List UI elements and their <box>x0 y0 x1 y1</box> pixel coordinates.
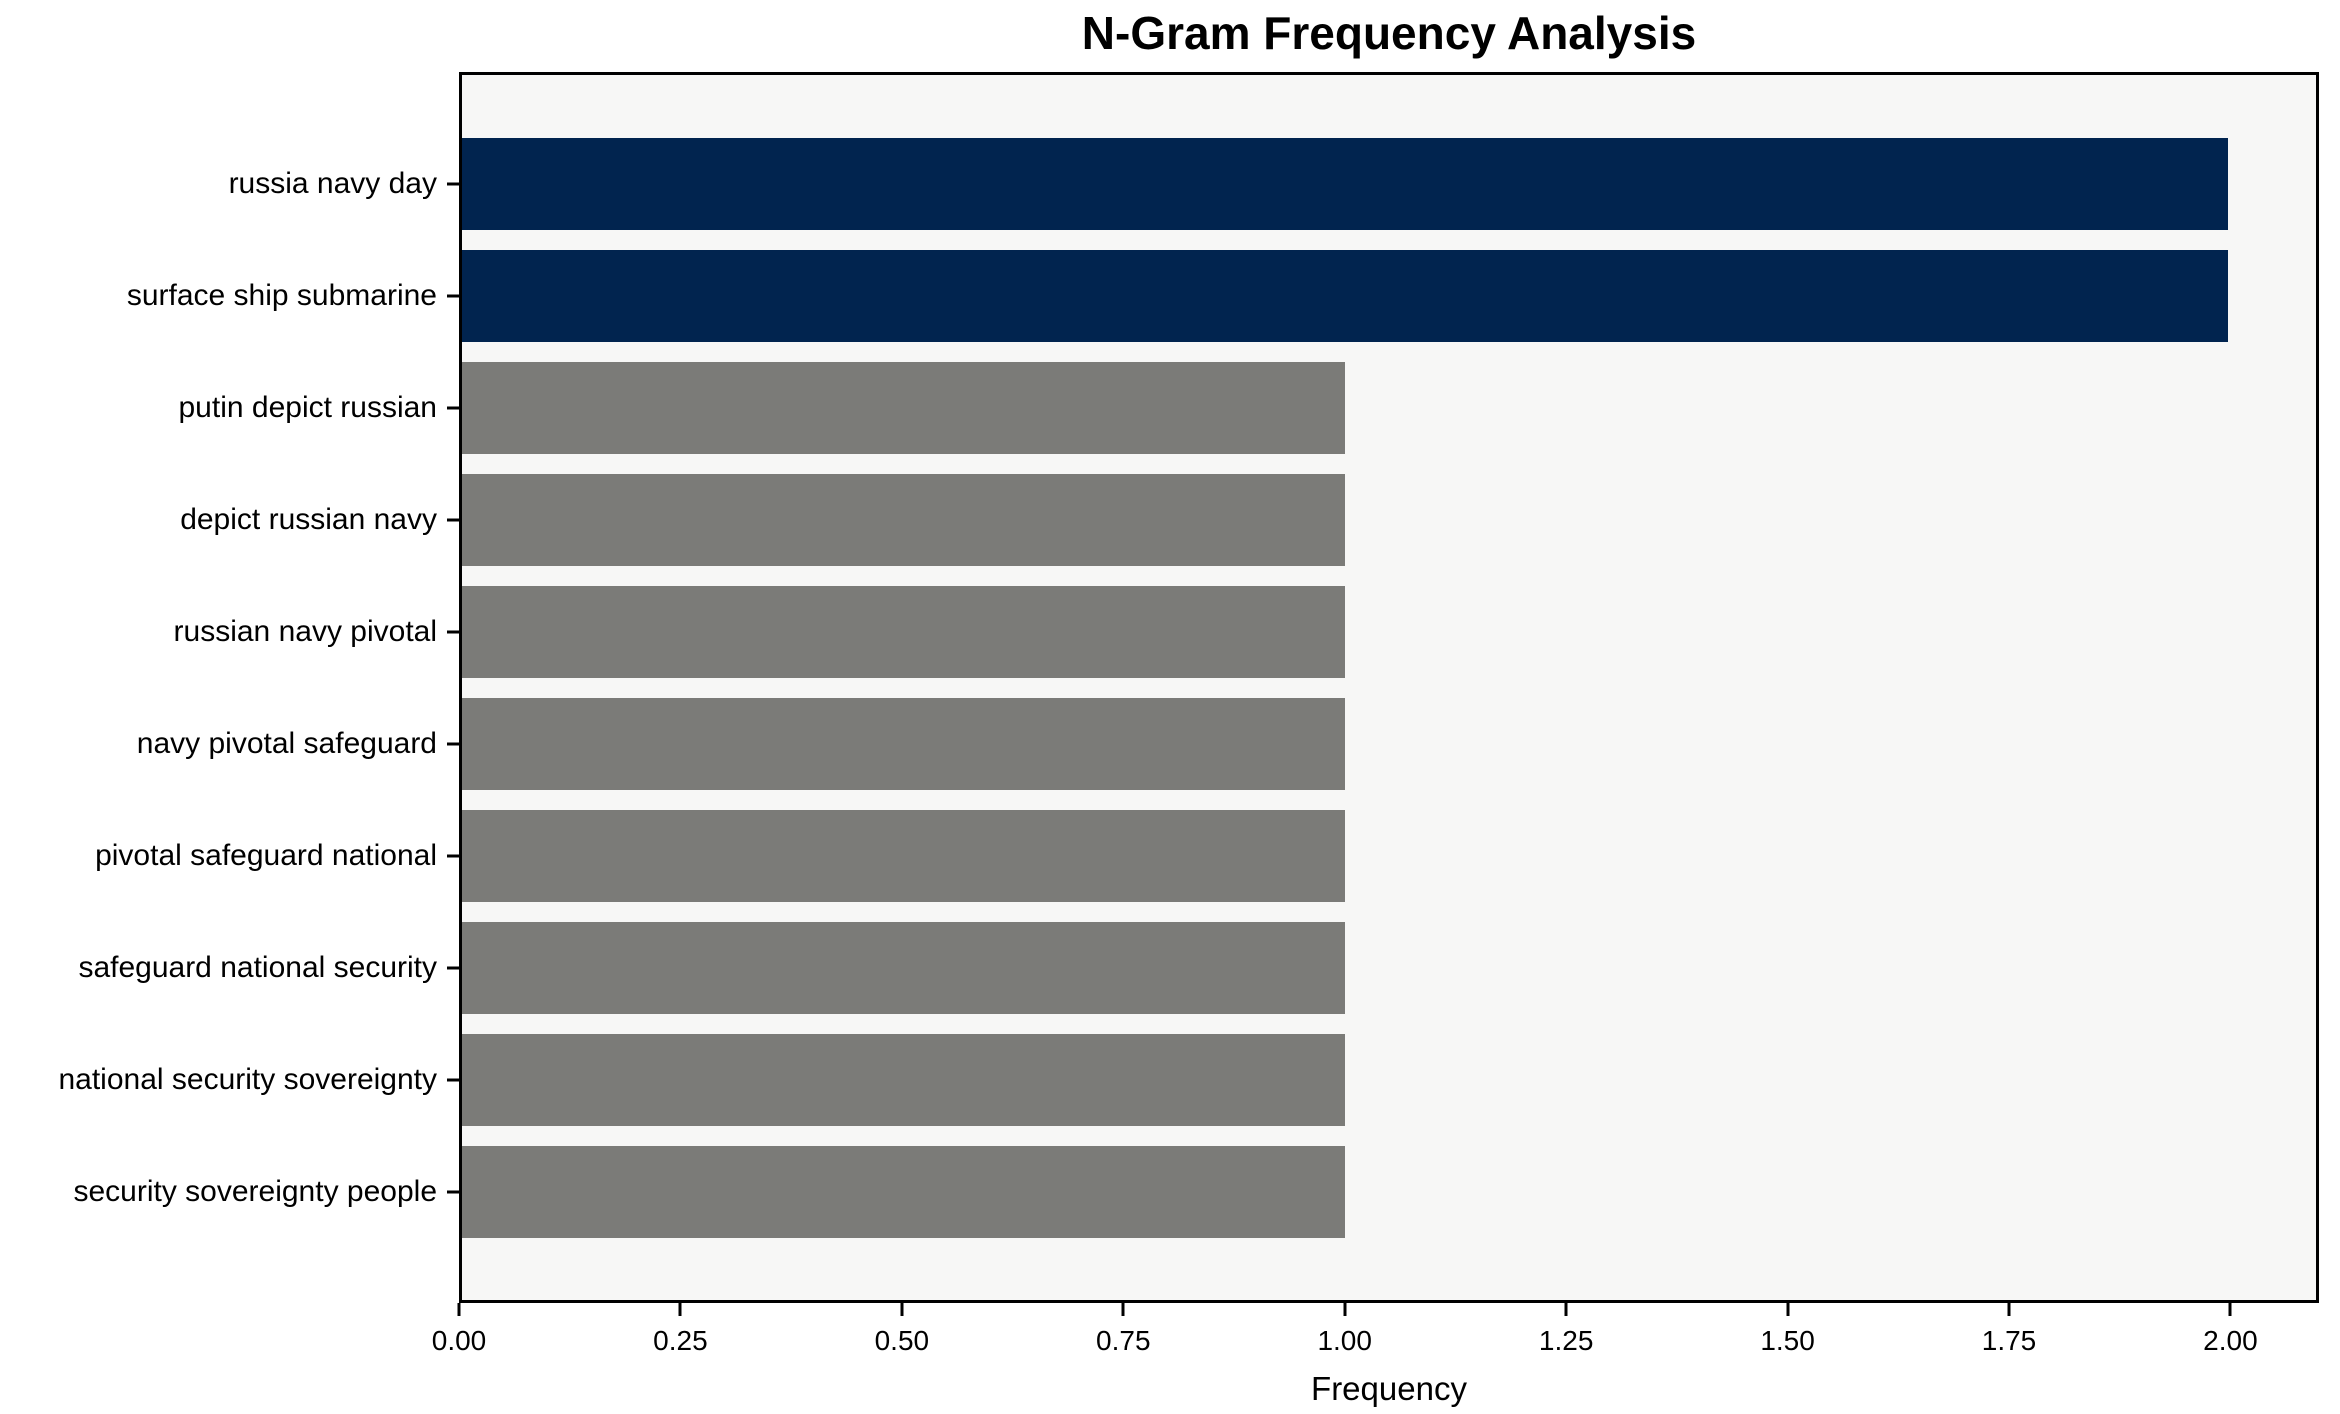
y-tick-label: putin depict russian <box>178 391 438 424</box>
x-tick-mark <box>2228 1303 2232 1316</box>
bar-row: russian navy pivotal <box>174 576 2316 688</box>
y-tick-mark <box>447 1078 459 1082</box>
y-tick-mark <box>447 518 459 522</box>
y-tick-mark <box>447 742 459 746</box>
bars-container: russia navy day surface ship submarine put… <box>58 75 2316 1300</box>
x-tick-mark <box>457 1303 461 1316</box>
bar-row: depict russian navy <box>180 464 2316 576</box>
bar <box>462 922 1345 1014</box>
y-tick-label: safeguard national security <box>78 951 437 984</box>
y-tick-mark <box>447 630 459 634</box>
bar <box>462 362 1345 454</box>
y-tick-label: russian navy pivotal <box>173 615 437 648</box>
bar <box>462 698 1345 790</box>
x-tick-label: 2.00 <box>2203 1325 2258 1356</box>
bar <box>462 1146 1345 1238</box>
bar <box>462 138 2228 230</box>
y-tick-mark <box>447 406 459 410</box>
x-tick-mark <box>900 1303 904 1316</box>
bar-row: security sovereignty people <box>73 1136 2316 1248</box>
y-tick-mark <box>447 1190 459 1194</box>
x-tick-label: 0.50 <box>874 1325 930 1356</box>
bar-row: putin depict russian <box>179 352 2316 464</box>
x-tick-mark <box>1343 1303 1347 1316</box>
x-tick-label: 0.75 <box>1096 1325 1151 1356</box>
y-tick-mark <box>447 854 459 858</box>
y-tick-label: depict russian navy <box>180 503 437 536</box>
x-tick-mark <box>1786 1303 1790 1316</box>
y-tick-mark <box>447 966 459 970</box>
chart-title: N-Gram Frequency Analysis <box>1081 7 1697 59</box>
y-tick-mark <box>447 182 459 186</box>
x-tick-label: 1.75 <box>1981 1325 2037 1356</box>
x-tick-mark <box>2007 1303 2011 1316</box>
bar <box>462 474 1345 566</box>
bar <box>462 586 1345 678</box>
y-tick-label: security sovereignty people <box>73 1175 437 1208</box>
x-tick-mark <box>1121 1303 1125 1316</box>
bar-row: navy pivotal safeguard <box>137 688 2316 800</box>
x-tick-label: 1.50 <box>1760 1325 1815 1356</box>
x-axis-label: Frequency <box>1311 1370 1467 1407</box>
bar-row: russia navy day <box>229 128 2316 240</box>
x-tick-mark <box>678 1303 682 1316</box>
x-tick-label: 0.25 <box>653 1325 708 1356</box>
bar <box>462 810 1345 902</box>
bar-row: pivotal safeguard national <box>95 800 2316 912</box>
x-tick-label: 0.00 <box>431 1325 487 1356</box>
x-tick-mark <box>1564 1303 1568 1316</box>
plot-area: russia navy day surface ship submarine put… <box>58 72 2319 1303</box>
bar <box>462 1034 1345 1126</box>
y-tick-mark <box>447 294 459 298</box>
x-tick-label: 1.00 <box>1317 1325 1372 1356</box>
y-tick-label: national security sovereignty <box>58 1063 437 1096</box>
bar <box>462 250 2228 342</box>
bar-row: surface ship submarine <box>127 240 2316 352</box>
y-tick-label: surface ship submarine <box>126 279 437 312</box>
x-tick-label: 1.25 <box>1538 1325 1594 1356</box>
bar-row: national security sovereignty <box>58 1024 2316 1136</box>
bar-row: safeguard national security <box>78 912 2316 1024</box>
y-tick-label: navy pivotal safeguard <box>136 727 437 760</box>
y-tick-label: russia navy day <box>228 167 437 200</box>
y-tick-label: pivotal safeguard national <box>95 839 437 872</box>
